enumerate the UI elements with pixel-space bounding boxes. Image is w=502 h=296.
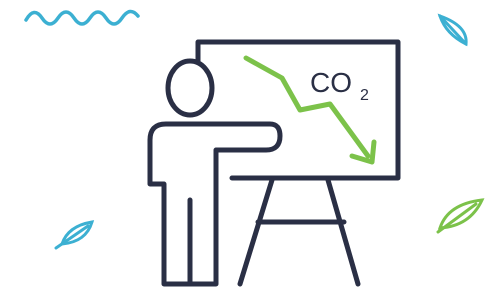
- leaf-bottom-left: [56, 222, 92, 248]
- board-subscript: 2: [360, 87, 369, 104]
- leaf-top-right: [440, 16, 466, 44]
- board-label: CO: [310, 67, 352, 98]
- illustration: CO 2: [0, 0, 502, 296]
- page: CO 2 (() => { const data = JSON.parse(do…: [0, 0, 502, 296]
- body: [150, 124, 280, 284]
- head: [168, 61, 212, 115]
- leaf-bottom-right: [438, 200, 482, 232]
- easel: [240, 180, 358, 284]
- wave: [26, 11, 138, 24]
